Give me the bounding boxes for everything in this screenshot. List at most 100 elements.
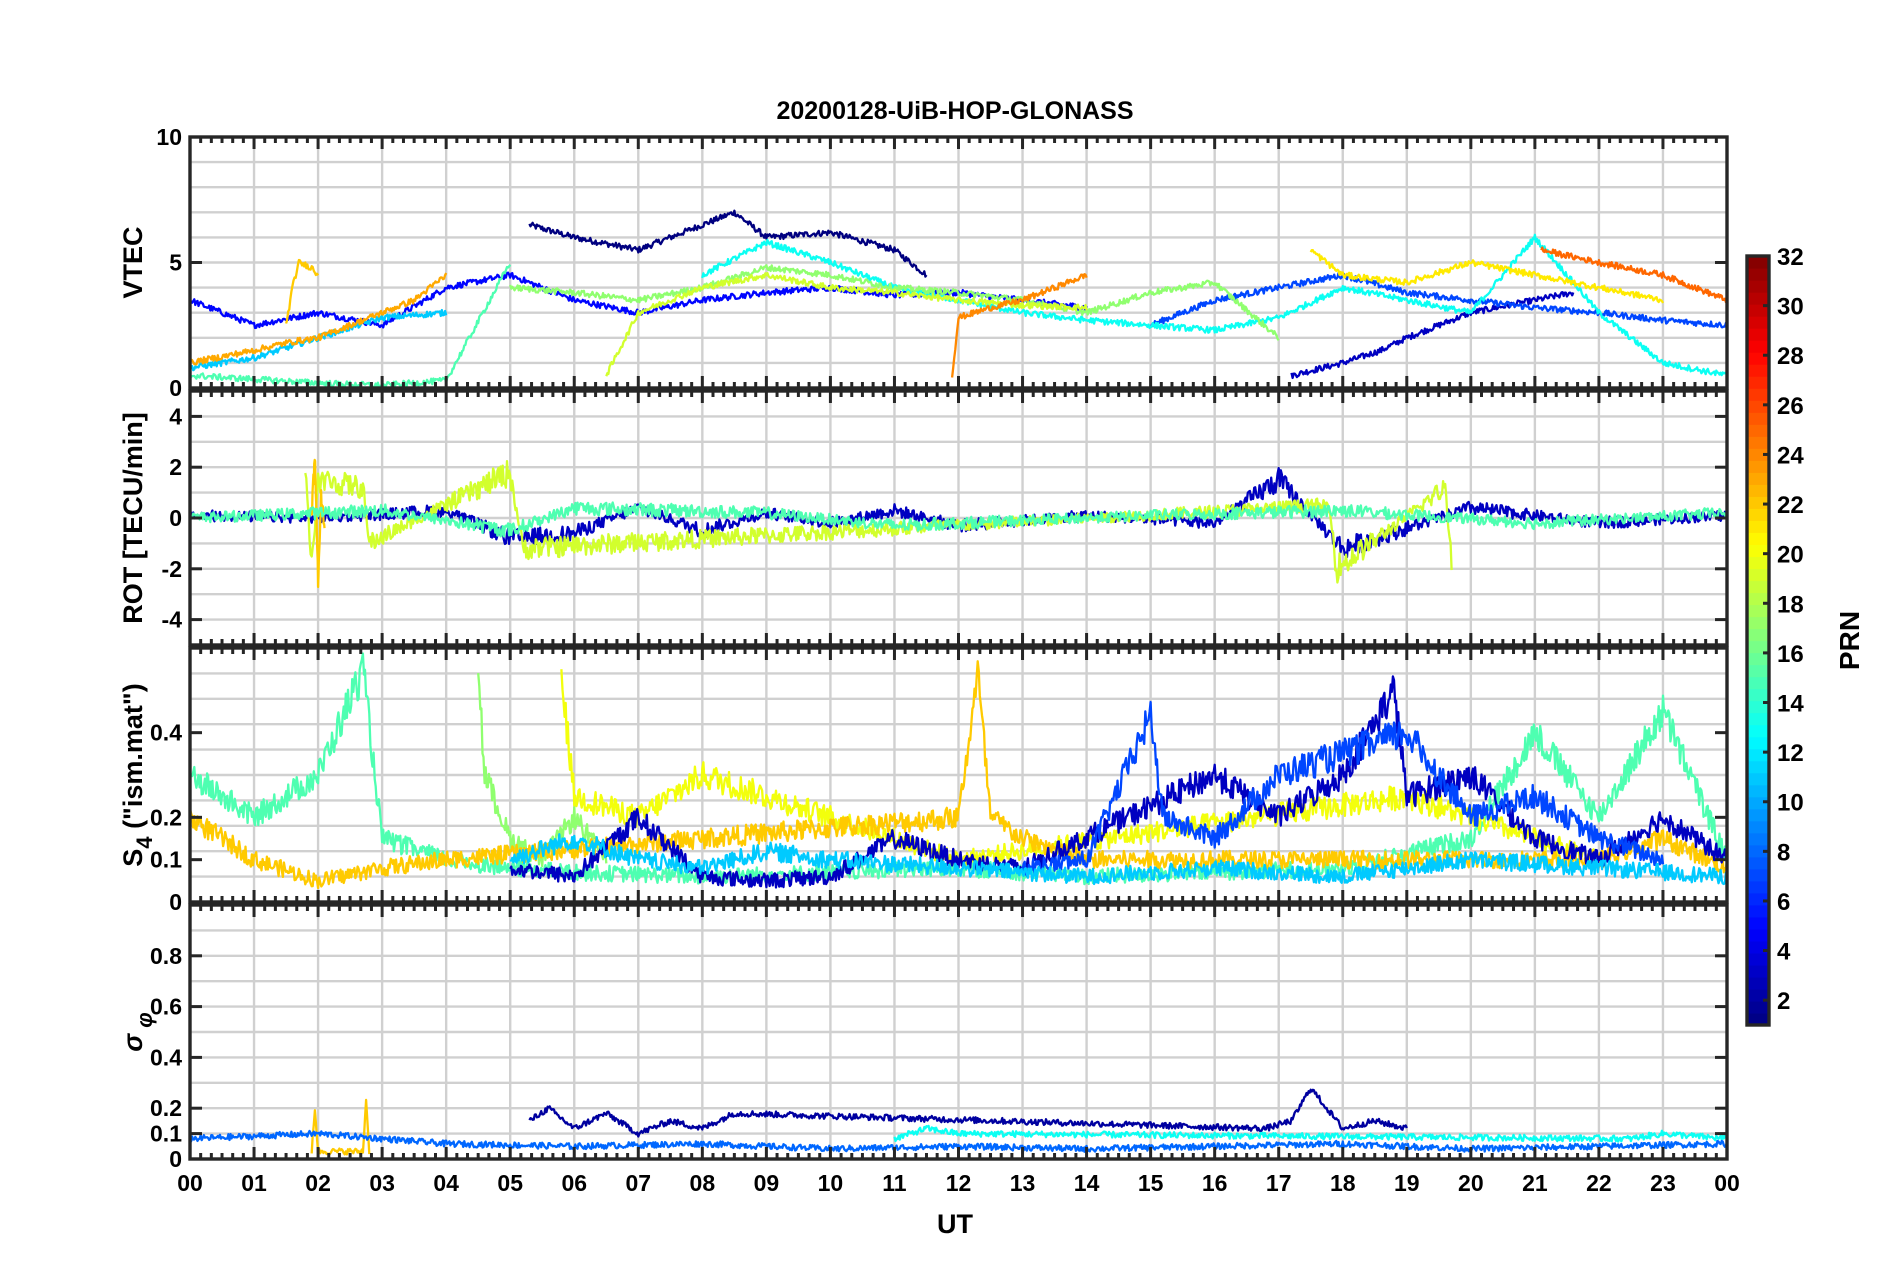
series-line-prn-13 — [893, 1124, 1727, 1143]
colorbar-tick-label: 26 — [1777, 393, 1804, 420]
colorbar-tick-label: 28 — [1777, 343, 1804, 370]
colorbar-tick-label: 20 — [1777, 542, 1804, 569]
series-line-prn-13 — [701, 233, 1727, 377]
x-tick-label: 04 — [433, 1170, 459, 1196]
y-tick-label: 10 — [156, 124, 182, 150]
y-tick-label: 0.1 — [150, 1121, 182, 1147]
x-tick-label: 19 — [1394, 1170, 1420, 1196]
series-line-prn-3 — [1290, 291, 1575, 380]
colorbar-tick-label: 32 — [1777, 244, 1804, 271]
x-tick-label: 20 — [1458, 1170, 1484, 1196]
colorbar-segment — [1747, 616, 1769, 630]
colorbar-segment — [1747, 640, 1769, 654]
series-line-prn-24 — [950, 273, 1088, 378]
x-tick-label: 09 — [754, 1170, 780, 1196]
colorbar-frame — [1745, 254, 1771, 1027]
panel-2: -4 -2 0 2 4 ROT [TECU/min] — [118, 389, 1729, 647]
x-tick-label: 11 — [882, 1170, 907, 1196]
series-line-prn-17 — [509, 264, 1280, 341]
y-tick-label: 0.6 — [150, 994, 182, 1020]
series-line-prn-3 — [509, 675, 1727, 889]
colorbar-segment — [1747, 820, 1769, 834]
colorbar-segment — [1747, 400, 1769, 413]
y-tick-label: 0 — [169, 375, 182, 401]
colorbar-segment — [1747, 952, 1769, 966]
series-line-prn-2 — [528, 1088, 1408, 1138]
series-line-prn-22 — [284, 258, 320, 324]
colorbar-tick-label: 22 — [1777, 492, 1804, 519]
colorbar-segment — [1747, 436, 1769, 449]
colorbar-tick-label: 14 — [1777, 691, 1804, 718]
colorbar-segment — [1747, 676, 1769, 690]
series-line-prn-11 — [509, 833, 1727, 886]
y-tick-label: 0.4 — [150, 1044, 182, 1070]
colorbar-segment — [1747, 448, 1769, 461]
colorbar-segment — [1747, 532, 1769, 545]
y-axis-label-text: S — [118, 849, 148, 867]
x-axis-label: UT — [937, 1209, 973, 1239]
colorbar-segment — [1747, 976, 1769, 990]
colorbar-segment — [1747, 988, 1769, 1002]
colorbar-segment — [1747, 316, 1769, 329]
y-axis-label: ROT [TECU/min] — [118, 412, 148, 623]
colorbar-segment — [1747, 748, 1769, 762]
y-axis-label: VTEC — [118, 226, 148, 298]
colorbar-segment — [1747, 388, 1769, 401]
colorbar-segment — [1747, 712, 1769, 726]
x-tick-label: 03 — [369, 1170, 395, 1196]
x-tick-label: 16 — [1202, 1170, 1228, 1196]
colorbar-segment — [1747, 652, 1769, 666]
colorbar-segment — [1747, 340, 1769, 353]
y-tick-label: 0.2 — [150, 804, 182, 830]
colorbar-segment — [1747, 412, 1769, 425]
series-line-prn-1 — [528, 209, 928, 278]
x-tick-label: 15 — [1138, 1170, 1164, 1196]
y-tick-label: 0 — [169, 889, 182, 915]
y-tick-label: 2 — [169, 454, 182, 480]
colorbar-tick-label: 24 — [1777, 442, 1804, 469]
colorbar-tick-label: 18 — [1777, 591, 1804, 618]
colorbar-segment — [1747, 256, 1769, 269]
colorbar-segment — [1747, 1012, 1769, 1026]
colorbar-segment — [1747, 760, 1769, 774]
series-line-prn-7 — [1150, 272, 1727, 329]
colorbar-segment — [1747, 904, 1769, 918]
series-line-prn-23 — [190, 272, 448, 366]
x-tick-label: 06 — [561, 1170, 587, 1196]
y-axis-label-sub: φ — [132, 1012, 157, 1034]
x-tick-label: 23 — [1650, 1170, 1676, 1196]
y-tick-label: 0.1 — [150, 847, 182, 873]
colorbar-segment — [1747, 424, 1769, 437]
colorbar-tick-label: 10 — [1777, 790, 1804, 817]
panel-3: 00.10.20.4S4 ("ism.mat") — [118, 646, 1729, 915]
colorbar-segment — [1747, 328, 1769, 341]
colorbar-segment — [1747, 868, 1769, 882]
colorbar-tick-label: 12 — [1777, 740, 1804, 767]
x-tick-label: 22 — [1586, 1170, 1612, 1196]
colorbar-tick-label: 16 — [1777, 641, 1804, 668]
colorbar-segment — [1747, 280, 1769, 293]
x-tick-label: 21 — [1522, 1170, 1548, 1196]
series-line-prn-21 — [1309, 248, 1665, 304]
y-axis-label-text: σ — [118, 1033, 148, 1052]
colorbar-segment — [1747, 808, 1769, 822]
series-line-prn-15 — [190, 264, 512, 388]
series-group — [190, 209, 1727, 388]
x-tick-label: 18 — [1330, 1170, 1356, 1196]
colorbar-segment — [1747, 508, 1769, 521]
y-tick-label: 4 — [169, 403, 182, 429]
colorbar-segment — [1747, 556, 1769, 570]
colorbar-label: PRN — [1834, 611, 1865, 670]
chart-title: 20200128-UiB-HOP-GLONASS — [776, 97, 1133, 125]
colorbar-segment — [1747, 304, 1769, 317]
y-tick-label: 0.8 — [150, 943, 182, 969]
colorbar-segment — [1747, 604, 1769, 618]
panel-4: 00.10.2 0.4 0.6 0.8 σ φ — [118, 903, 1729, 1172]
y-axis-label-text: ("ism.mat") — [118, 683, 148, 836]
x-tick-label: 12 — [946, 1170, 972, 1196]
colorbar-segment — [1747, 892, 1769, 906]
colorbar-segment — [1747, 472, 1769, 485]
colorbar-segment — [1747, 796, 1769, 810]
